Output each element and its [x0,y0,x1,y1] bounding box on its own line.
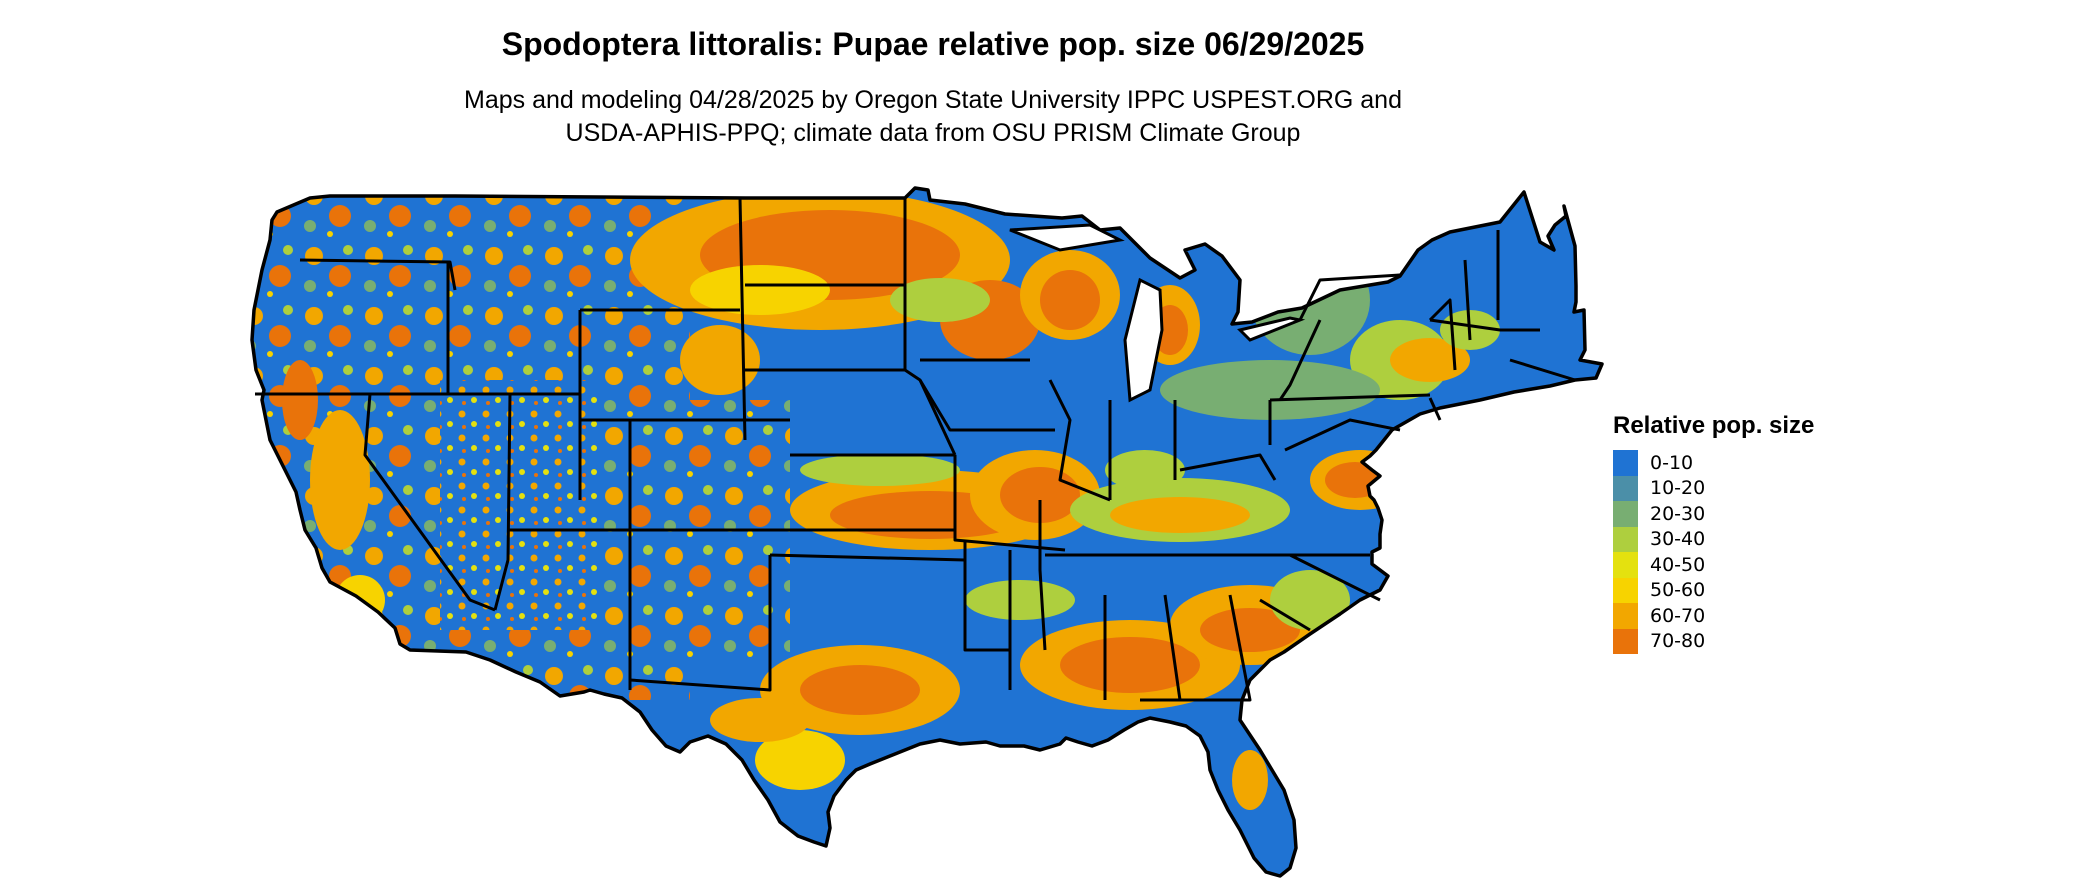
legend-title: Relative pop. size [1613,412,1815,439]
map-subtitle: Maps and modeling 04/28/2025 by Oregon S… [0,84,1866,150]
legend-label: 10-20 [1650,477,1706,500]
california-texture [282,360,385,625]
legend-swatch [1613,628,1638,654]
legend-swatch [1613,552,1638,578]
ne-great-plains-hotspot [630,190,1010,330]
legend-swatch [1613,577,1638,603]
legend-item: 30-40 [1613,526,1814,552]
legend-items: 0-10 10-20 20-30 30-40 40-50 50-60 60-70… [1613,450,1814,654]
texas-hotspot [710,645,960,790]
kansas-missouri-hotspot [790,450,1100,550]
legend-item: 40-50 [1613,552,1814,578]
subtitle-line-2: USDA-APHIS-PPQ; climate data from OSU PR… [565,119,1301,147]
ohio-valley-hotspot [1070,360,1380,542]
legend-item: 20-30 [1613,501,1814,527]
legend-label: 0-10 [1650,451,1694,474]
legend-swatch [1613,450,1638,476]
legend-swatch [1613,475,1638,501]
legend-swatch [1613,501,1638,527]
mid-atlantic-hotspot [1270,310,1500,630]
legend-item: 50-60 [1613,577,1814,603]
legend-label: 30-40 [1650,528,1706,551]
florida-hotspot [1232,750,1268,810]
legend-swatch [1613,603,1638,629]
legend-label: 40-50 [1650,553,1706,576]
legend-item: 0-10 [1613,450,1814,476]
subtitle-line-1: Maps and modeling 04/28/2025 by Oregon S… [464,86,1402,114]
great-lakes [1009,223,1306,403]
legend-item: 10-20 [1613,475,1814,501]
legend-label: 20-30 [1650,502,1706,525]
legend-label: 50-60 [1650,579,1706,602]
legend-label: 60-70 [1650,604,1706,627]
legend-item: 60-70 [1613,603,1814,629]
legend-swatch [1613,526,1638,552]
legend-label: 70-80 [1650,630,1706,653]
legend-item: 70-80 [1613,628,1814,654]
legend: Relative pop. size 0-10 10-20 20-30 30-4… [1613,412,1814,654]
northern-plains-hotspot [680,278,1040,395]
map-title: Spodoptera littoralis: Pupae relative po… [501,26,1365,62]
state-borders [255,197,1576,702]
